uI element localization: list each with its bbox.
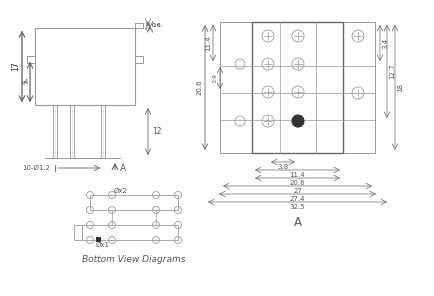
Text: 17: 17 [11, 62, 20, 71]
Bar [135, 23, 143, 28]
Text: 20.6: 20.6 [197, 80, 203, 95]
Text: 3.9: 3.9 [213, 73, 218, 83]
Text: 20.6: 20.6 [289, 180, 305, 186]
Text: 11.4: 11.4 [289, 172, 305, 178]
Bar [252, 22, 343, 153]
Text: 11.4: 11.4 [205, 35, 211, 51]
Text: 27: 27 [293, 188, 302, 194]
Text: 12: 12 [152, 127, 161, 136]
Text: 0.6: 0.6 [147, 21, 152, 30]
Bar [35, 28, 135, 105]
Bar [90, 195, 178, 210]
Text: Øx1: Øx1 [96, 242, 110, 248]
Bar [96, 237, 101, 242]
Bar [135, 56, 143, 63]
Bar [53, 105, 57, 158]
Text: 3.8: 3.8 [277, 164, 289, 170]
Bar [74, 225, 82, 240]
Text: A: A [120, 163, 126, 173]
Text: 18: 18 [397, 83, 403, 92]
Bar [343, 22, 375, 153]
Text: 12.7: 12.7 [389, 64, 395, 79]
Bar [27, 56, 35, 63]
Text: 32.5: 32.5 [290, 204, 305, 210]
Bar [220, 22, 252, 153]
Text: 4: 4 [22, 80, 28, 84]
Text: 17: 17 [11, 62, 20, 71]
Text: Øx2: Øx2 [114, 188, 128, 194]
Text: Bottom View Diagrams: Bottom View Diagrams [82, 255, 186, 264]
Text: 0.6: 0.6 [152, 23, 162, 28]
Text: 27.4: 27.4 [290, 196, 305, 202]
Text: 4: 4 [23, 79, 28, 85]
Bar [70, 105, 74, 158]
Bar [101, 105, 105, 158]
Circle shape [292, 115, 304, 127]
Text: 10-Ø1.2: 10-Ø1.2 [22, 165, 50, 171]
Text: 0.6: 0.6 [152, 23, 162, 28]
Bar [82, 225, 178, 240]
Text: A: A [293, 216, 302, 229]
Text: 3.4: 3.4 [382, 37, 388, 49]
